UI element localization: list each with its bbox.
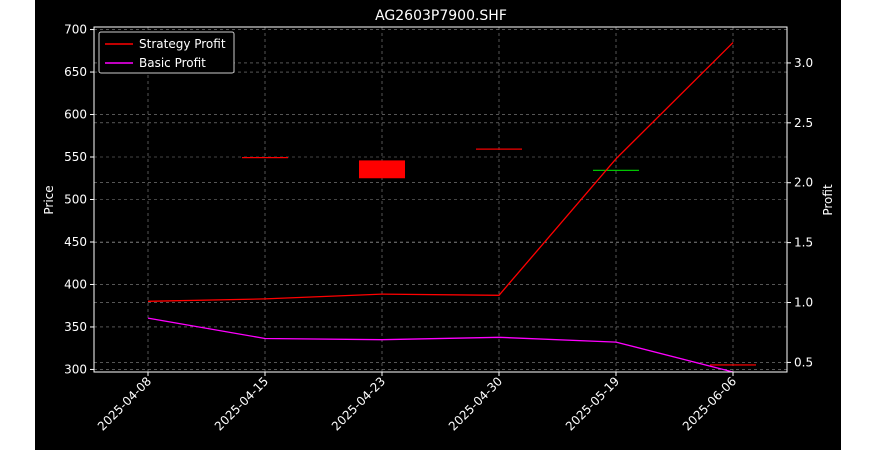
candle-2025-04-23 xyxy=(359,160,405,179)
left-tick-label-450: 450 xyxy=(64,235,87,249)
price-candles xyxy=(125,36,756,366)
candle-2025-06-06 xyxy=(710,364,756,366)
candle-2025-04-30 xyxy=(476,148,522,150)
candle-2025-05-19 xyxy=(593,169,639,171)
left-tick-label-550: 550 xyxy=(64,150,87,164)
right-axis: 0.5 1.0 1.5 2.0 2.5 3.0 xyxy=(787,56,813,369)
x-tick-label-2025-04-30: 2025-04-30 xyxy=(446,374,505,433)
left-axis-label: Price xyxy=(42,185,56,214)
left-tick-label-600: 600 xyxy=(64,108,87,122)
right-tick-label-2.5: 2.5 xyxy=(794,116,813,130)
x-tick-label-2025-04-08: 2025-04-08 xyxy=(95,374,154,433)
right-tick-label-2: 2.0 xyxy=(794,176,813,190)
legend-label-strategy: Strategy Profit xyxy=(139,37,226,51)
candle-2025-04-15 xyxy=(242,157,288,159)
legend: Strategy Profit Basic Profit xyxy=(98,31,235,74)
left-axis: 300 350 400 450 500 550 600 650 700 xyxy=(64,23,94,376)
chart-svg: AG2603P7900.SHF 300 350 400 450 500 550 600 650… xyxy=(42,8,835,433)
right-tick-label-1: 1.0 xyxy=(794,296,813,310)
legend-label-basic: Basic Profit xyxy=(139,56,206,70)
left-tick-label-400: 400 xyxy=(64,277,87,291)
left-tick-label-300: 300 xyxy=(64,362,87,376)
left-tick-label-500: 500 xyxy=(64,193,87,207)
left-tick-label-350: 350 xyxy=(64,320,87,334)
series-line-strategy-profit xyxy=(147,42,734,302)
x-tick-label-2025-05-19: 2025-05-19 xyxy=(563,374,622,433)
left-tick-label-700: 700 xyxy=(64,23,87,37)
series-line-basic-profit xyxy=(147,317,734,373)
chart-figure: AG2603P7900.SHF 300 350 400 450 500 550 600 650… xyxy=(35,0,841,450)
x-tick-label-2025-04-23: 2025-04-23 xyxy=(329,374,388,433)
grid xyxy=(94,27,787,372)
right-tick-label-0.5: 0.5 xyxy=(794,355,813,369)
x-tick-label-2025-06-06: 2025-06-06 xyxy=(680,374,739,433)
right-tick-label-3: 3.0 xyxy=(794,56,813,70)
right-axis-label: Profit xyxy=(821,184,835,216)
left-tick-label-650: 650 xyxy=(64,65,87,79)
chart-title: AG2603P7900.SHF xyxy=(375,8,507,24)
x-tick-label-2025-04-15: 2025-04-15 xyxy=(212,374,271,433)
right-tick-label-1.5: 1.5 xyxy=(794,236,813,250)
x-axis: 2025-04-08 2025-04-15 2025-04-23 2025-04-30… xyxy=(95,372,739,433)
profit-lines xyxy=(147,42,734,373)
